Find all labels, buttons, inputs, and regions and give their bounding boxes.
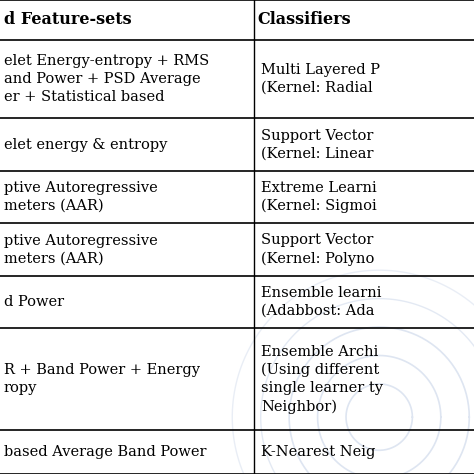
Text: Extreme Learni
(Kernel: Sigmoi: Extreme Learni (Kernel: Sigmoi (261, 181, 377, 213)
Text: Multi Layered P
(Kernel: Radial: Multi Layered P (Kernel: Radial (261, 63, 380, 95)
Text: ptive Autoregressive
meters (AAR): ptive Autoregressive meters (AAR) (4, 181, 157, 213)
Text: R + Band Power + Energy
ropy: R + Band Power + Energy ropy (4, 364, 200, 395)
Text: K-Nearest Neig: K-Nearest Neig (261, 445, 375, 459)
Text: Support Vector
(Kernel: Polyno: Support Vector (Kernel: Polyno (261, 233, 374, 266)
Text: d Feature-sets: d Feature-sets (4, 11, 131, 28)
Text: elet energy & entropy: elet energy & entropy (4, 137, 167, 152)
Text: Classifiers: Classifiers (257, 11, 351, 28)
Text: ptive Autoregressive
meters (AAR): ptive Autoregressive meters (AAR) (4, 234, 157, 265)
Text: based Average Band Power: based Average Band Power (4, 445, 206, 459)
Text: Ensemble Archi
(Using different
single learner ty
Neighbor): Ensemble Archi (Using different single l… (261, 345, 383, 413)
Text: elet Energy-entropy + RMS
and Power + PSD Average
er + Statistical based: elet Energy-entropy + RMS and Power + PS… (4, 54, 209, 104)
Text: Support Vector
(Kernel: Linear: Support Vector (Kernel: Linear (261, 128, 374, 161)
Text: Ensemble learni
(Adabbost: Ada: Ensemble learni (Adabbost: Ada (261, 286, 382, 318)
Text: d Power: d Power (4, 295, 64, 309)
